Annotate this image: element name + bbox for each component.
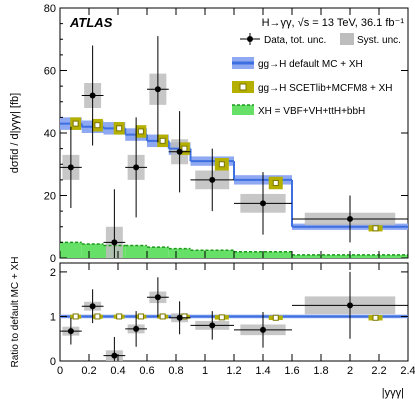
legend-syst-swatch [340, 33, 354, 45]
scetlib-marker [116, 313, 123, 320]
legend-default-label: gg→H default MC + XH [258, 59, 363, 70]
ratio-bands-layer [60, 291, 408, 361]
ratio-data-layer [60, 271, 408, 361]
ratio-y-tick-label: 2 [50, 267, 56, 279]
xh-bar [81, 243, 104, 258]
scetlib-marker [218, 161, 225, 168]
x-tick-label: 1.4 [255, 365, 270, 377]
data-point [260, 326, 266, 333]
data-point [67, 164, 74, 171]
scetlib-marker [272, 180, 279, 186]
x-tick-label: 0.6 [139, 365, 154, 377]
x-tick-label: 2.2 [371, 365, 386, 377]
scetlib-marker [94, 313, 101, 320]
legend-item-default-mc: gg→H default MC + XH [232, 57, 363, 70]
legend: Data, tot. unc. Syst. unc. gg→H default … [232, 33, 401, 117]
data-point [209, 322, 216, 329]
scetlib-marker [159, 313, 166, 320]
x-tick-label: 1.6 [284, 365, 299, 377]
x-tick-label: 0 [57, 365, 63, 377]
data-point [176, 148, 183, 155]
data-point [154, 86, 161, 93]
xh-bar [125, 245, 147, 258]
scetlib-marker [372, 225, 379, 232]
scetlib-marker [137, 313, 144, 320]
data-point [133, 325, 140, 332]
ratio-y-tick-label: 0 [50, 356, 56, 368]
data-point [347, 302, 353, 309]
x-axis-label: |yγγ| [382, 387, 404, 399]
main-y-tick-label: 20 [44, 191, 56, 203]
x-tick-label: 0.4 [110, 365, 125, 377]
ratio-y-tick-label: 1 [50, 311, 56, 323]
scetlib-marker [137, 128, 144, 135]
xh-bar [60, 242, 82, 258]
main-y-tick-label: 40 [44, 128, 56, 140]
process-label: H→γγ, √s = 13 TeV, 36.1 fb⁻¹ [262, 17, 405, 29]
x-tick-label: 1.2 [226, 365, 241, 377]
x-tick-label: 2 [347, 365, 353, 377]
x-tick-label: 2.4 [400, 365, 415, 377]
legend-item-syst: Syst. unc. [340, 33, 401, 46]
scetlib-marker [72, 313, 79, 320]
x-tick-label: 1.8 [313, 365, 328, 377]
data-point [89, 303, 96, 310]
main-y-tick-label: 80 [44, 3, 56, 15]
data-point [260, 200, 266, 207]
x-tick-label: 0.8 [168, 365, 183, 377]
scetlib-marker [159, 137, 166, 144]
legend-scetlib-marker [239, 83, 247, 91]
scetlib-marker [116, 125, 123, 132]
xh-bar [190, 250, 234, 258]
data-point [111, 239, 118, 246]
atlas-label: ATLAS [69, 15, 113, 30]
x-tick-label: 0.2 [81, 365, 96, 377]
scetlib-marker [72, 120, 79, 127]
data-point [133, 164, 140, 171]
xh-bar [168, 248, 191, 258]
scetlib-marker [218, 314, 225, 321]
scetlib-marker [372, 314, 379, 321]
xh-bar [147, 247, 169, 258]
legend-item-xh: XH = VBF+VH+ttH+bbH [232, 104, 365, 117]
legend-xh-swatch [232, 105, 254, 115]
legend-item-scetlib: gg→H SCETlib+MCFM8 + XH [232, 81, 392, 94]
legend-data-label: Data, tot. unc. [264, 35, 326, 46]
main-data-layer [60, 36, 408, 258]
legend-data-marker [247, 36, 253, 42]
data-point [176, 314, 183, 321]
x-tick-label: 1 [202, 365, 208, 377]
legend-item-data: Data, tot. unc. [240, 33, 326, 46]
main-y-tick-label: 0 [50, 253, 56, 265]
data-point [209, 176, 216, 183]
data-point [154, 294, 161, 301]
data-point [67, 328, 74, 335]
main-y-tick-label: 60 [44, 66, 56, 78]
legend-scetlib-label: gg→H SCETlib+MCFM8 + XH [258, 83, 392, 94]
main-y-axis-label: dσfid / d|yγγ| [fb] [9, 93, 21, 173]
scetlib-marker [272, 314, 279, 321]
legend-syst-label: Syst. unc. [357, 35, 401, 46]
scetlib-marker [94, 122, 101, 129]
data-point [111, 352, 118, 359]
scetlib-marker [181, 145, 188, 152]
data-point [347, 215, 353, 222]
data-point [89, 92, 96, 99]
legend-xh-label: XH = VBF+VH+ttH+bbH [258, 106, 365, 117]
ratio-y-axis-label: Ratio to default MC + XH [10, 257, 21, 368]
